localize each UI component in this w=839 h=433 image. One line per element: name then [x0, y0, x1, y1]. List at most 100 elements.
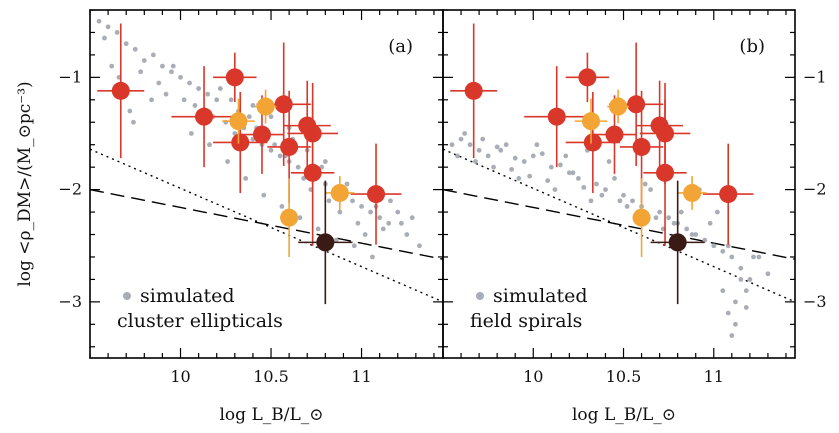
orange-point: [633, 209, 651, 227]
simulated-point: [229, 97, 234, 102]
simulated-point: [261, 193, 266, 198]
y-tick-label: −3: [803, 292, 827, 311]
simulated-point: [359, 204, 364, 209]
orange-point: [280, 209, 298, 227]
simulated-point: [189, 131, 194, 136]
red-point: [584, 133, 602, 151]
simulated-point: [296, 165, 301, 170]
simulated-point: [553, 187, 558, 192]
red-point: [275, 95, 293, 113]
simulated-point: [377, 215, 382, 220]
red-point: [304, 164, 322, 182]
x-tick-label: 10.5: [606, 367, 642, 386]
red-point: [633, 138, 651, 156]
simulated-point: [109, 64, 114, 69]
dark-point: [316, 233, 334, 251]
x-axis-title: log L_B/L_⊙: [572, 405, 676, 425]
simulated-point: [450, 142, 455, 147]
simulated-point: [417, 243, 422, 248]
simulated-point: [218, 86, 223, 91]
simulated-point: [160, 64, 165, 69]
orange-point: [229, 112, 247, 130]
plot-area: [90, 19, 443, 304]
simulated-point: [386, 221, 391, 226]
simulated-point: [171, 64, 176, 69]
simulated-point: [589, 198, 594, 203]
simulated-point: [549, 165, 554, 170]
simulated-point: [516, 176, 521, 181]
simulated-point: [509, 167, 514, 172]
simulated-point: [612, 176, 617, 181]
simulated-point: [720, 288, 725, 293]
orange-point: [683, 184, 701, 202]
y-tick-label: −2: [58, 180, 82, 199]
simulated-point: [127, 109, 132, 114]
simulated-point: [279, 204, 284, 209]
red-point: [548, 108, 566, 126]
simulated-point: [720, 249, 725, 254]
red-point: [195, 108, 213, 126]
simulated-point: [102, 36, 107, 41]
simulated-point: [540, 151, 545, 156]
simulated-point: [498, 148, 503, 153]
simulated-point: [124, 41, 129, 46]
simulated-point: [766, 271, 771, 276]
simulated-point: [684, 227, 689, 232]
simulated-point: [708, 221, 713, 226]
simulated-point: [269, 114, 274, 119]
simulated-point: [527, 174, 532, 179]
dotted-line: [90, 149, 443, 302]
simulated-point: [205, 92, 210, 97]
simulated-point: [751, 255, 756, 260]
simulated-point: [733, 299, 738, 304]
panel-a: 10 10.5 11 −1 −2 −3 log L_B/L_⊙ (a) simulated clu…: [58, 10, 443, 425]
panel-label: (a): [388, 36, 413, 57]
simulated-point: [323, 159, 328, 164]
simulated-point: [603, 187, 608, 192]
simulated-point: [410, 215, 415, 220]
simulated-point: [97, 19, 102, 24]
simulated-point: [149, 97, 154, 102]
simulated-point: [534, 142, 539, 147]
orange-point: [331, 184, 349, 202]
simulated-point: [744, 288, 749, 293]
simulated-point: [207, 142, 212, 147]
simulated-point: [142, 58, 147, 63]
x-tick-label: 10: [523, 367, 543, 386]
red-point: [465, 82, 483, 100]
simulated-point: [350, 198, 355, 203]
x-tick-label: 10: [170, 367, 190, 386]
simulated-point: [690, 232, 695, 237]
simulated-point: [621, 193, 626, 198]
simulated-point: [571, 170, 576, 175]
simulated-point: [368, 210, 373, 215]
simulated-point: [169, 69, 174, 74]
x-axis-title: log L_B/L_⊙: [219, 405, 323, 425]
simulated-point: [337, 210, 342, 215]
simulated-point: [729, 255, 734, 260]
simulated-point: [178, 75, 183, 80]
simulated-point: [473, 159, 478, 164]
red-point: [627, 95, 645, 113]
simulated-point: [345, 182, 350, 187]
orange-point: [257, 98, 275, 116]
orange-point: [609, 98, 627, 116]
simulated-point: [747, 277, 752, 282]
simulated-point: [672, 221, 677, 226]
orange-point: [582, 112, 600, 130]
simulated-point: [480, 137, 485, 142]
simulated-point: [404, 232, 409, 237]
dark-point: [669, 233, 687, 251]
red-point: [280, 138, 298, 156]
x-tick-label: 10.5: [253, 367, 289, 386]
simulated-point: [399, 221, 404, 226]
red-point: [112, 82, 130, 100]
simulated-point: [594, 182, 599, 187]
simulated-point: [459, 137, 464, 142]
red-point: [226, 68, 244, 86]
red-point: [656, 164, 674, 182]
simulated-point: [455, 154, 460, 159]
simulated-point: [666, 215, 671, 220]
simulated-point: [388, 198, 393, 203]
simulated-point: [726, 311, 731, 316]
